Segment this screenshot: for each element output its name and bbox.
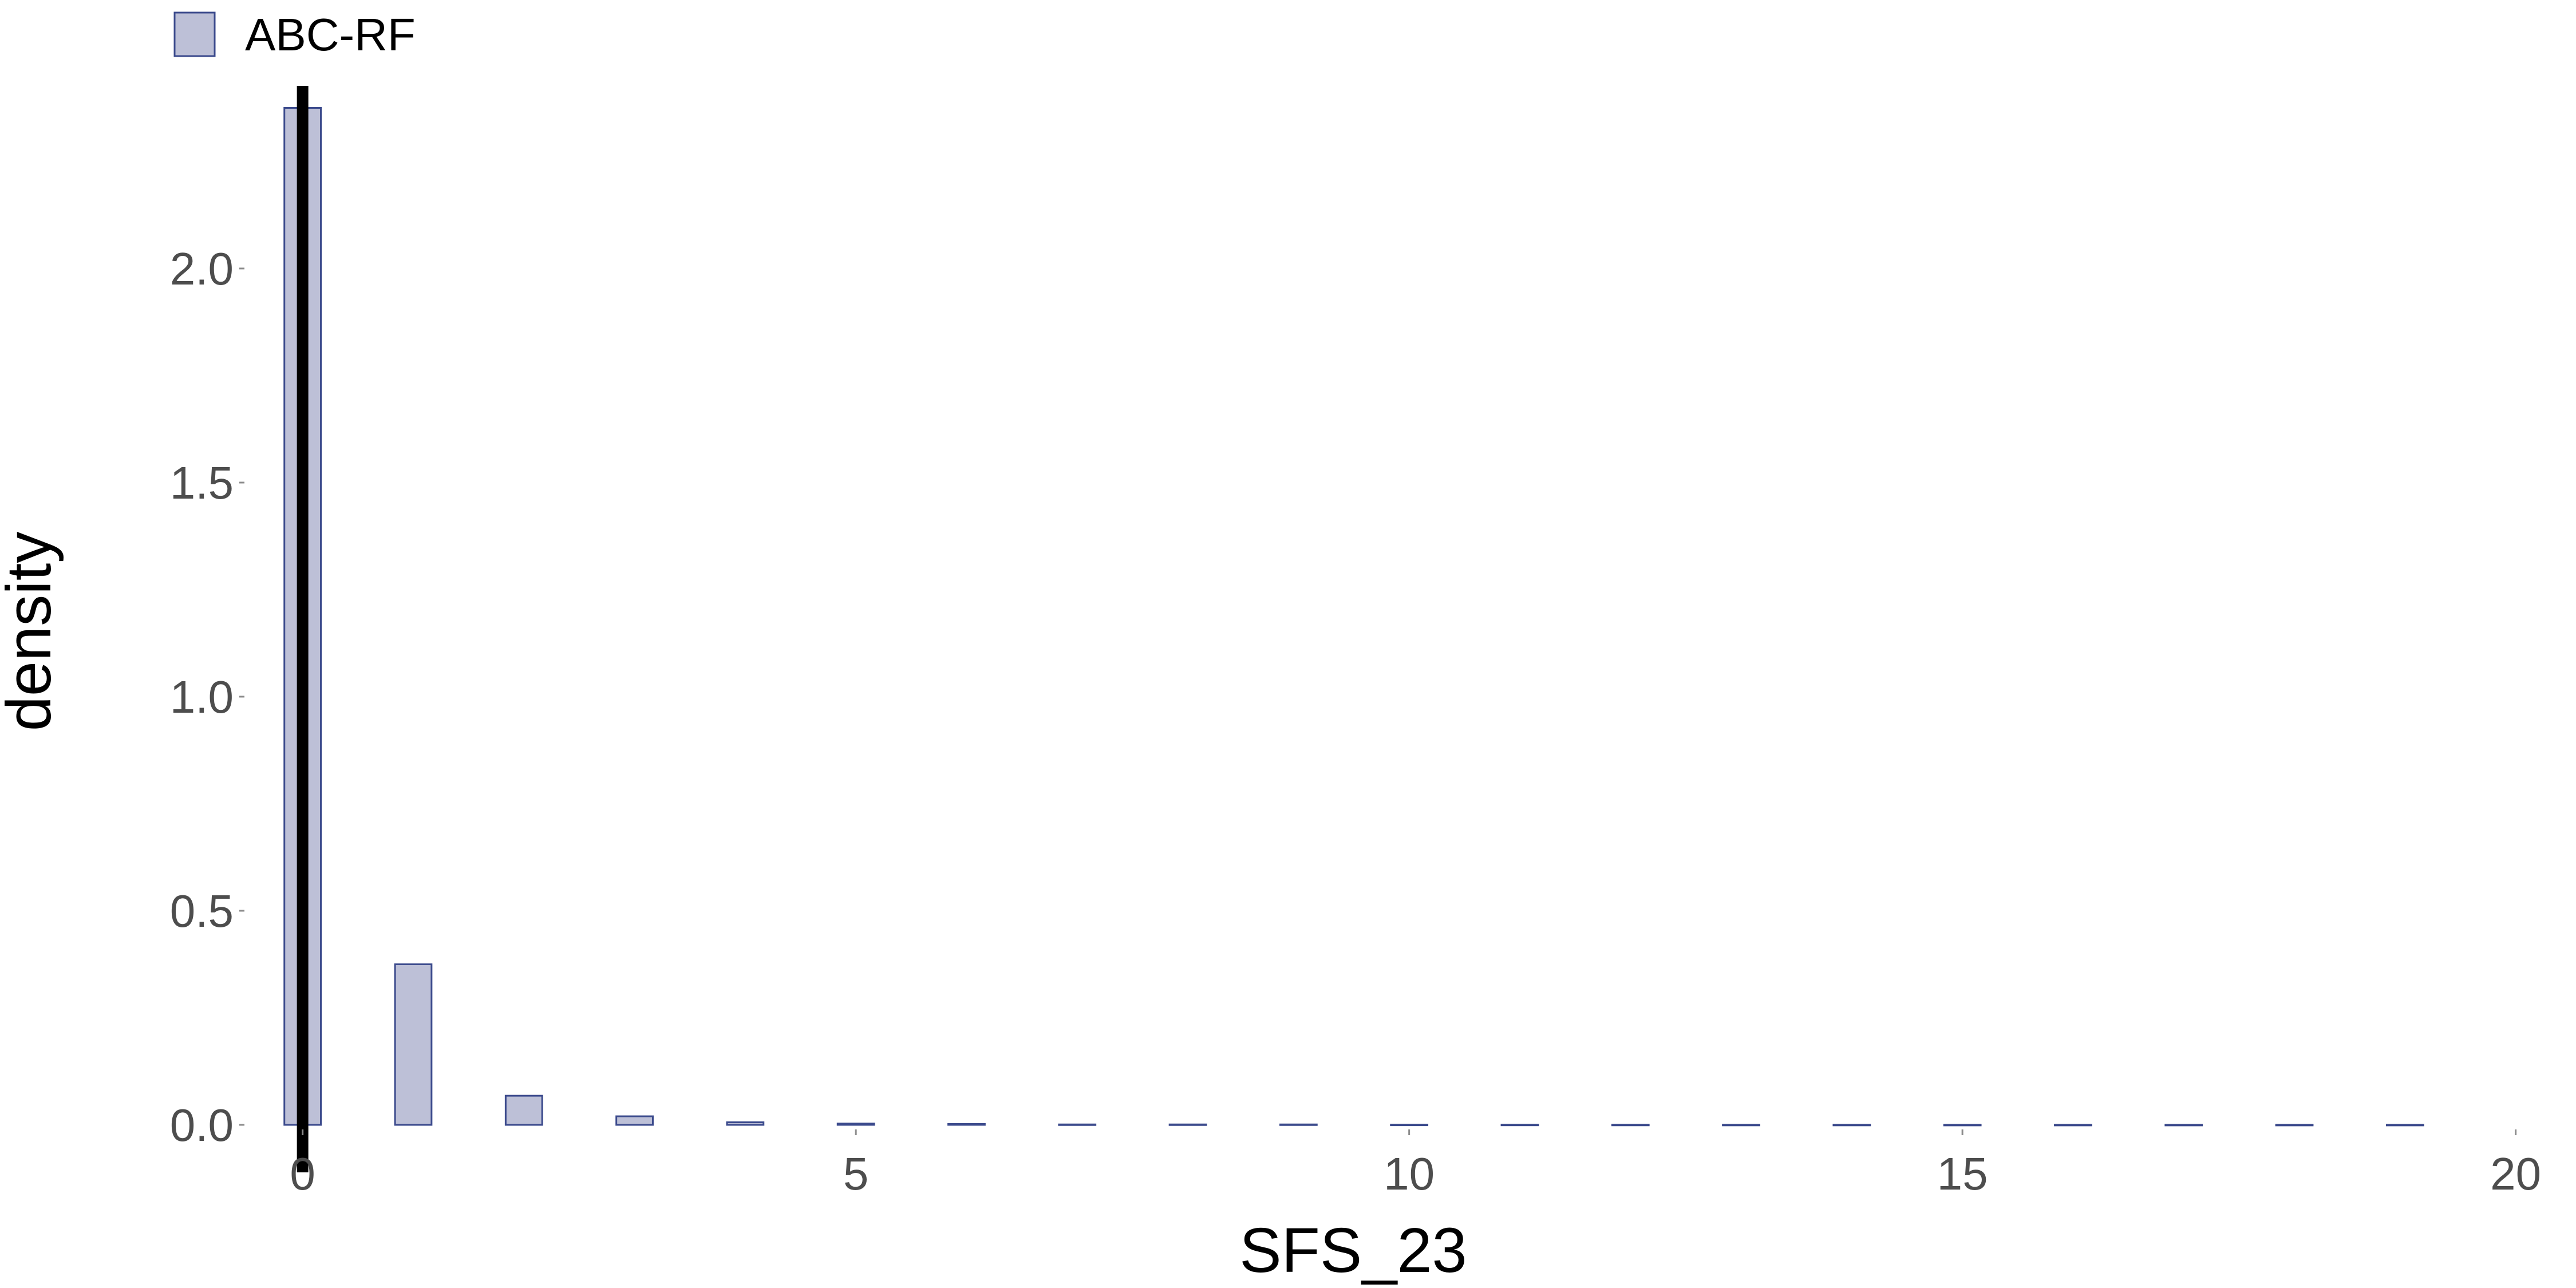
bar-2: [504, 1095, 543, 1126]
bar-4: [726, 1121, 765, 1126]
bars-layer: [283, 107, 2424, 1127]
bar-3: [615, 1115, 654, 1126]
x-tick-label-10: 10: [1384, 1148, 1435, 1199]
bar-8: [1168, 1123, 1207, 1126]
legend-key-abc-rf: [173, 11, 216, 57]
x-tick-label-15: 15: [1937, 1148, 1988, 1199]
x-axis-title: SFS_23: [1239, 1215, 1467, 1286]
x-tick-label-20: 20: [2490, 1148, 2541, 1199]
legend: ABC-RF: [173, 9, 416, 60]
y-axis: 0.0 0.5 1.0 1.5 2.0: [170, 243, 244, 1151]
y-tick-label-0.0: 0.0: [170, 1100, 234, 1151]
y-axis-title: density: [0, 532, 64, 732]
y-tick-label-0.5: 0.5: [170, 886, 234, 937]
y-tick-label-1.0: 1.0: [170, 671, 234, 722]
bar-6: [947, 1123, 986, 1126]
x-tick-label-0: 0: [290, 1148, 315, 1199]
bar-7: [1058, 1123, 1097, 1126]
legend-label-abc-rf: ABC-RF: [245, 9, 416, 60]
bar-1: [394, 963, 433, 1126]
bar-9: [1279, 1123, 1318, 1126]
y-tick-label-1.5: 1.5: [170, 457, 234, 508]
y-tick-label-2.0: 2.0: [170, 243, 234, 294]
x-axis: 0 5 10 15 20: [290, 1129, 2541, 1199]
x-tick-label-5: 5: [843, 1148, 869, 1199]
bar-5: [836, 1123, 875, 1126]
